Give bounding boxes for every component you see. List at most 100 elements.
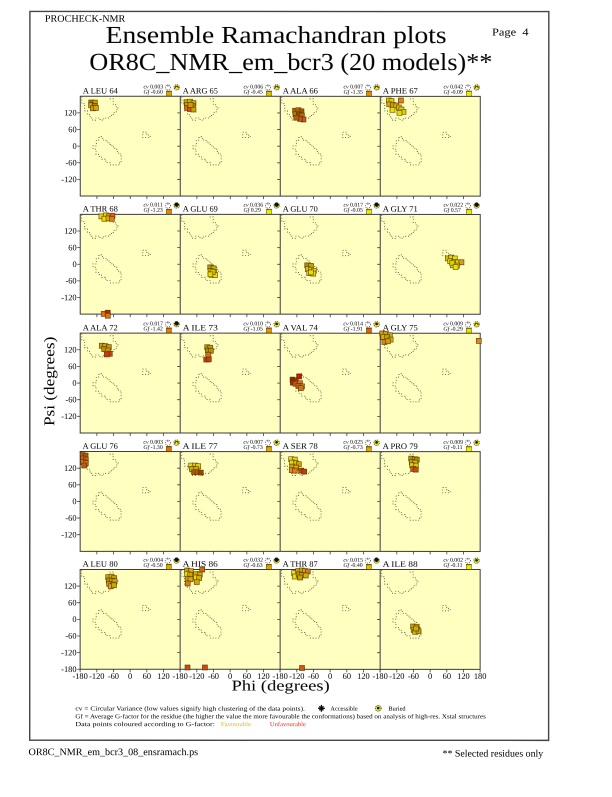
svg-text:A LEU 80: A LEU 80 [83, 560, 118, 569]
svg-text:60: 60 [68, 125, 76, 134]
svg-text:Unfavourable: Unfavourable [270, 721, 306, 728]
svg-text:A ILE 88: A ILE 88 [383, 560, 418, 569]
svg-text:A LEU 64: A LEU 64 [83, 86, 119, 95]
svg-text:Gf -0.63: Gf -0.63 [243, 562, 262, 569]
svg-text:OR8C_NMR_em_bcr3_08_ensramach.: OR8C_NMR_em_bcr3_08_ensramach.ps [29, 747, 199, 758]
svg-text:A ALA 72: A ALA 72 [83, 323, 118, 332]
svg-text:Psi (degrees): Psi (degrees) [42, 337, 58, 426]
svg-text:Gf -1.42: Gf -1.42 [143, 326, 162, 333]
svg-text:Gf -0.45: Gf -0.45 [243, 89, 262, 96]
svg-text:Buried: Buried [388, 706, 406, 713]
svg-text:120: 120 [64, 109, 77, 118]
svg-text:-120: -120 [61, 412, 76, 421]
svg-text:-180: -180 [272, 672, 287, 681]
svg-text:A SER 78: A SER 78 [283, 442, 318, 451]
svg-text:60: 60 [143, 672, 151, 681]
svg-text:120: 120 [157, 672, 170, 681]
svg-text:Phi (degrees): Phi (degrees) [232, 679, 330, 695]
svg-text:A GLY 71: A GLY 71 [383, 205, 418, 214]
svg-text:-180: -180 [72, 672, 87, 681]
svg-text:-120: -120 [61, 530, 76, 539]
svg-text:A ARG 65: A ARG 65 [183, 86, 218, 95]
svg-text:Gf 0.29: Gf 0.29 [243, 207, 261, 214]
svg-text:Gf -0.11: Gf -0.11 [443, 562, 462, 569]
svg-text:0: 0 [72, 615, 76, 624]
svg-text:-60: -60 [65, 632, 76, 641]
svg-text:0: 0 [72, 497, 76, 506]
svg-text:A THR 87: A THR 87 [283, 560, 318, 569]
svg-text:-60: -60 [65, 395, 76, 404]
svg-text:Gf -1.30: Gf -1.30 [143, 444, 162, 451]
svg-text:60: 60 [443, 672, 451, 681]
svg-text:120: 120 [64, 464, 77, 473]
svg-text:-120: -120 [89, 672, 104, 681]
svg-text:0: 0 [72, 260, 76, 269]
svg-text:-120: -120 [61, 648, 76, 657]
svg-text:-60: -60 [65, 158, 76, 167]
svg-text:Data points coloured according: Data points coloured according to G-fact… [75, 721, 215, 728]
svg-text:60: 60 [68, 481, 76, 490]
svg-text:-120: -120 [389, 672, 404, 681]
svg-text:Gf -1.35: Gf -1.35 [343, 89, 362, 96]
svg-text:Gf -0.73: Gf -0.73 [243, 444, 262, 451]
svg-text:60: 60 [343, 672, 351, 681]
svg-text:A PRO 79: A PRO 79 [383, 442, 418, 451]
svg-text:120: 120 [64, 582, 77, 591]
svg-text:Accessible: Accessible [330, 706, 357, 713]
svg-text:Gf -0.73: Gf -0.73 [343, 444, 362, 451]
svg-text:Gf -0.40: Gf -0.40 [343, 562, 362, 569]
svg-text:A THR 68: A THR 68 [83, 205, 118, 214]
svg-text:60: 60 [68, 362, 76, 371]
svg-text:60: 60 [243, 672, 251, 681]
svg-text:-180: -180 [172, 672, 187, 681]
svg-text:120: 120 [64, 345, 77, 354]
svg-text:-60: -60 [408, 672, 419, 681]
svg-text:-120: -120 [61, 175, 76, 184]
svg-text:-60: -60 [108, 672, 119, 681]
svg-text:A ALA 66: A ALA 66 [283, 86, 318, 95]
svg-text:A GLU 70: A GLU 70 [283, 205, 318, 214]
svg-text:Gf -0.60: Gf -0.60 [143, 89, 162, 96]
svg-text:120: 120 [357, 672, 370, 681]
svg-text:120: 120 [457, 672, 470, 681]
svg-text:-60: -60 [65, 277, 76, 286]
svg-text:Gf -0.50: Gf -0.50 [143, 562, 162, 569]
svg-text:Gf 0.57: Gf 0.57 [443, 207, 461, 214]
svg-text:-120: -120 [289, 672, 304, 681]
svg-text:cv = Circular Variance (low va: cv = Circular Variance (low values signi… [75, 706, 305, 713]
svg-text:-60: -60 [208, 672, 219, 681]
svg-text:Ensemble Ramachandran plots: Ensemble Ramachandran plots [106, 22, 447, 49]
svg-text:** Selected residues only: ** Selected residues only [443, 749, 544, 760]
svg-text:OR8C_NMR_em_bcr3 (20 models)**: OR8C_NMR_em_bcr3 (20 models)** [89, 49, 492, 76]
svg-text:Gf -1.23: Gf -1.23 [143, 207, 162, 214]
svg-text:0: 0 [328, 672, 332, 681]
svg-text:0: 0 [72, 142, 76, 151]
svg-text:-60: -60 [308, 672, 319, 681]
svg-text:Favourable: Favourable [221, 721, 251, 728]
svg-text:A ILE 73: A ILE 73 [183, 323, 218, 332]
svg-text:Gf -0.05: Gf -0.05 [343, 207, 362, 214]
svg-text:A GLU 69: A GLU 69 [183, 205, 218, 214]
svg-text:Gf -0.29: Gf -0.29 [443, 326, 462, 333]
svg-text:Gf -0.11: Gf -0.11 [443, 444, 462, 451]
svg-text:-120: -120 [61, 293, 76, 302]
svg-text:0: 0 [128, 672, 132, 681]
svg-text:Gf -1.91: Gf -1.91 [343, 326, 362, 333]
svg-text:A PHE 67: A PHE 67 [383, 87, 418, 96]
svg-text:120: 120 [257, 672, 270, 681]
svg-text:120: 120 [64, 227, 77, 236]
svg-text:Gf -0.09: Gf -0.09 [443, 89, 462, 96]
svg-text:-60: -60 [65, 514, 76, 523]
svg-text:60: 60 [68, 243, 76, 252]
svg-text:0: 0 [72, 379, 76, 388]
svg-text:Gf -1.05: Gf -1.05 [243, 326, 262, 333]
svg-text:A ILE 77: A ILE 77 [183, 442, 218, 451]
svg-text:A VAL 74: A VAL 74 [283, 323, 319, 332]
svg-text:60: 60 [68, 598, 76, 607]
svg-text:Page 4: Page 4 [492, 28, 529, 39]
svg-text:Gf = Average G-factor for the: Gf = Average G-factor for the residue (t… [75, 713, 486, 720]
svg-text:0: 0 [228, 672, 232, 681]
svg-text:0: 0 [428, 672, 432, 681]
svg-text:-120: -120 [189, 672, 204, 681]
svg-text:A GLU 76: A GLU 76 [83, 442, 118, 451]
